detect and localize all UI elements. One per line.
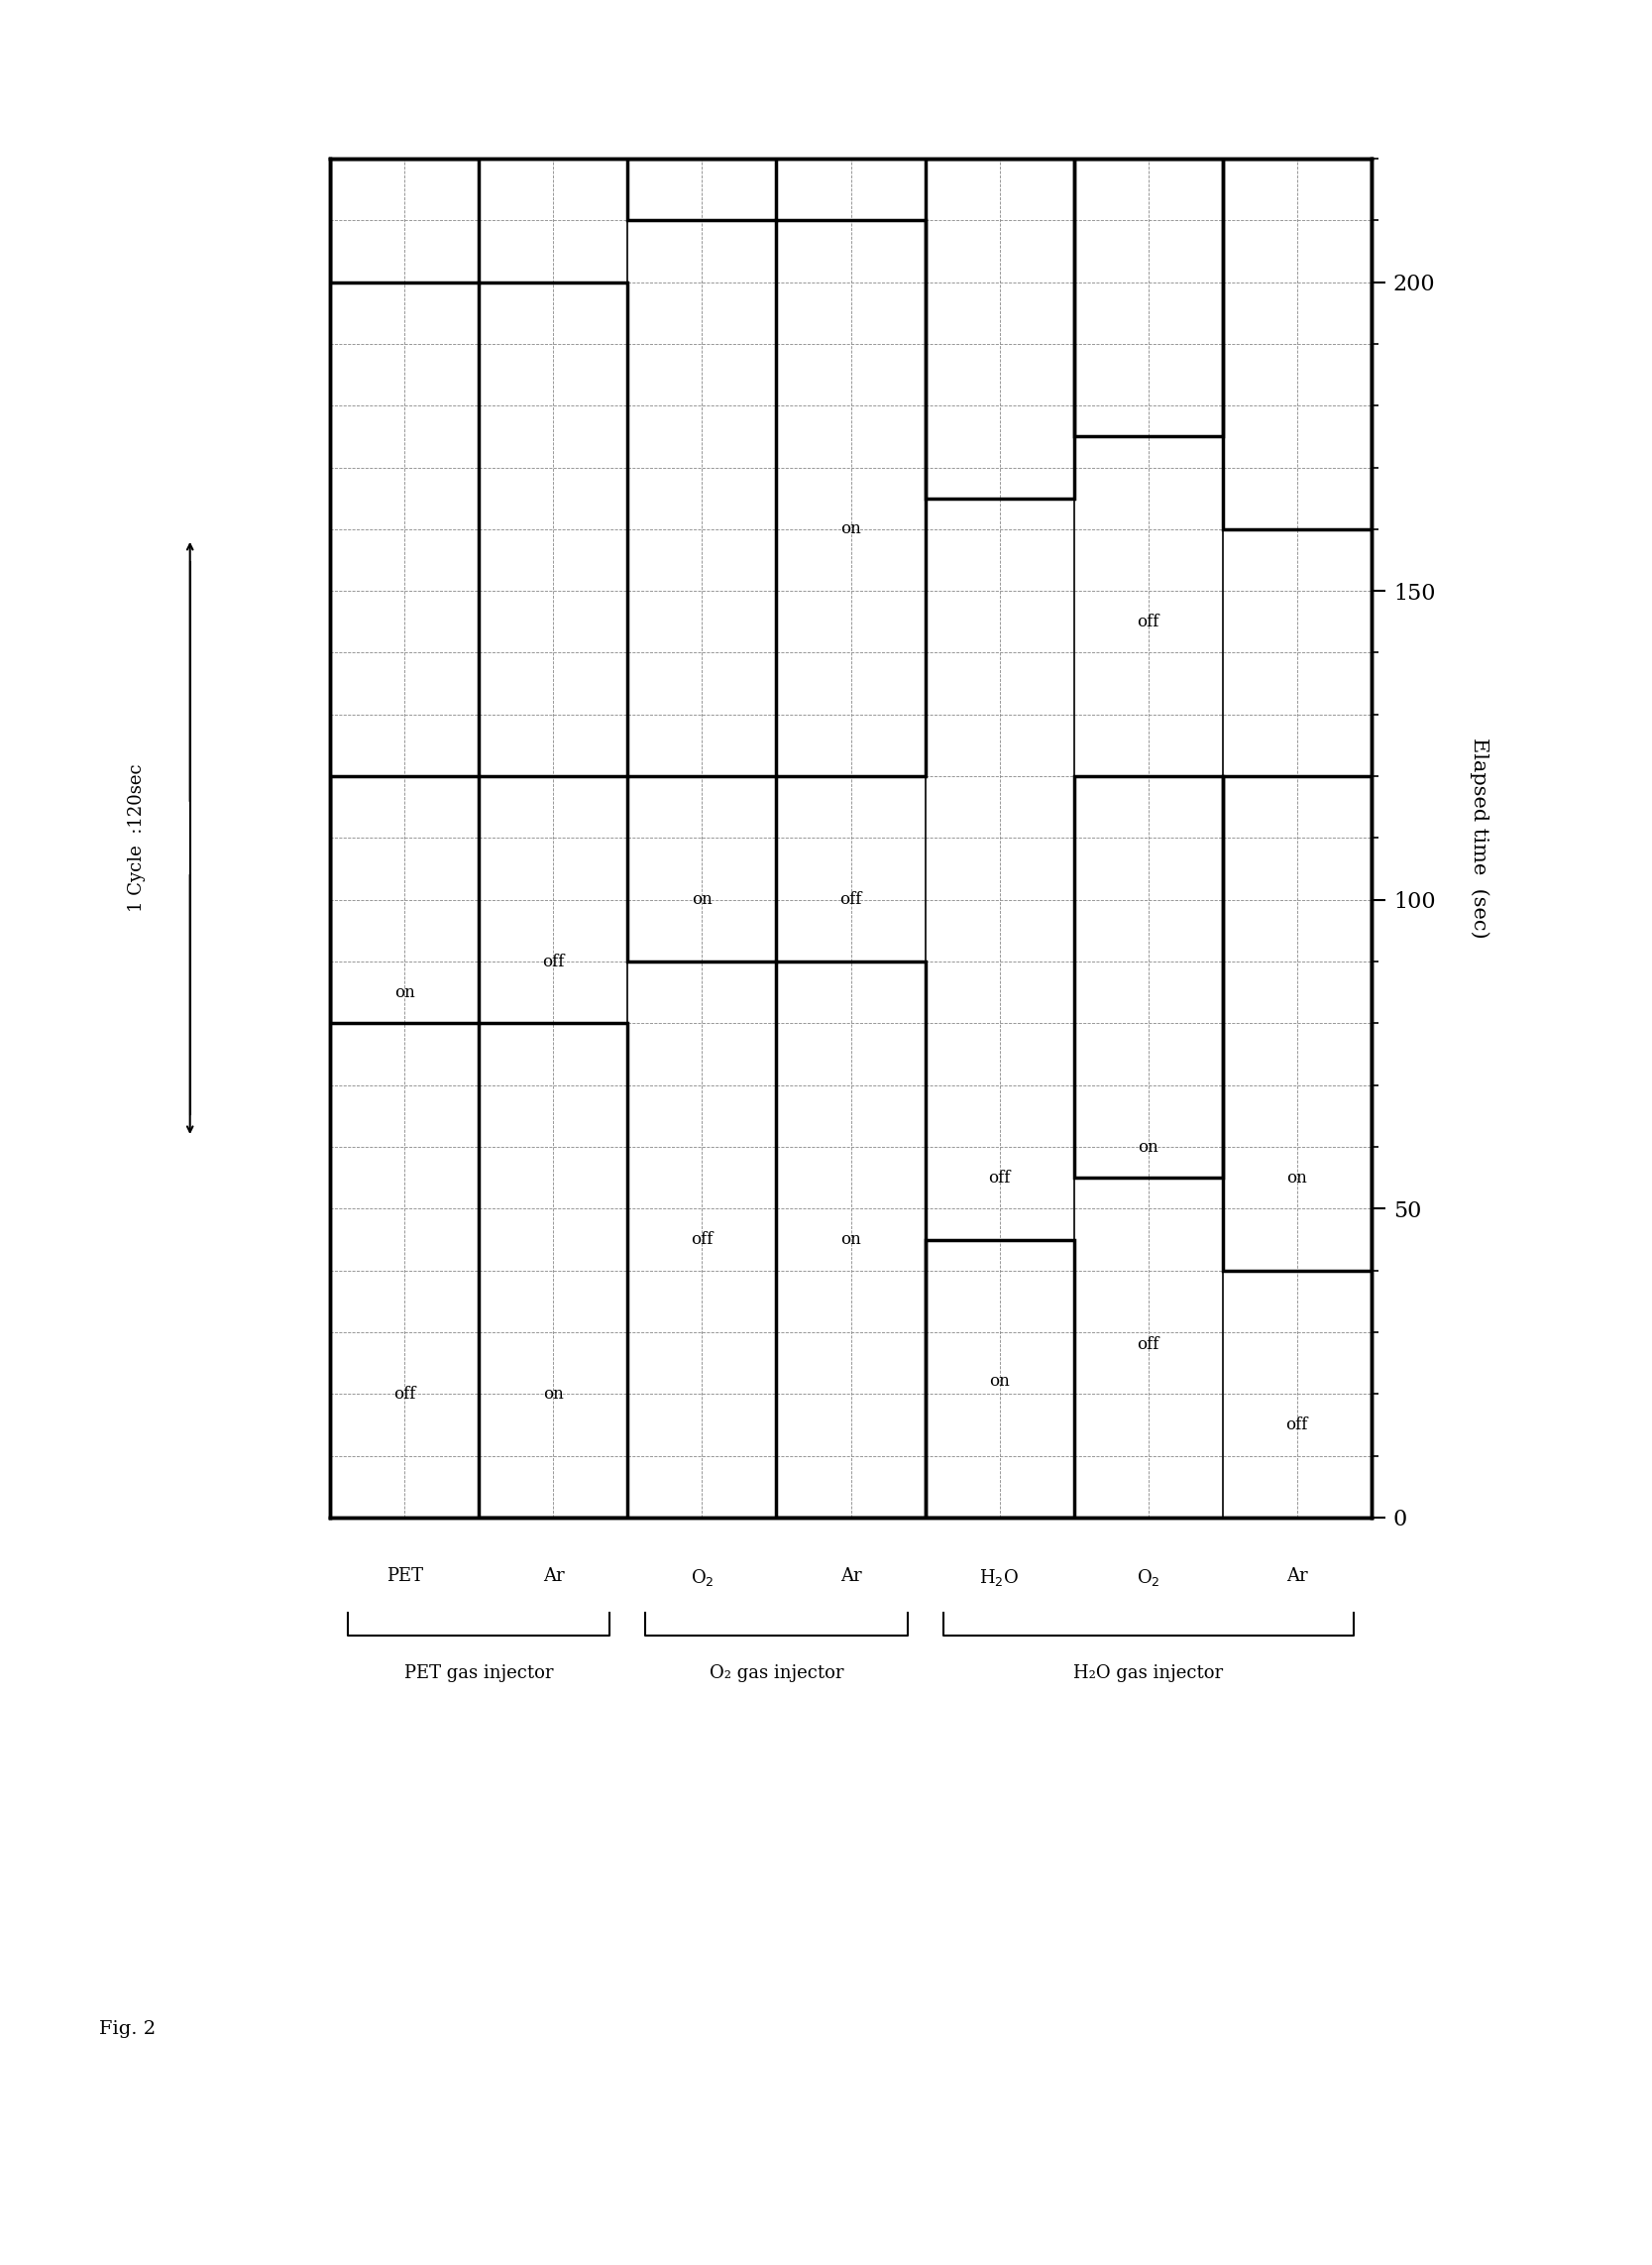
Text: off: off [988,1169,1011,1187]
Bar [479,283,628,777]
Bar [330,777,479,1024]
Text: H$_2$O: H$_2$O [980,1567,1019,1588]
Bar [1074,159,1222,437]
Bar [479,1024,628,1518]
Y-axis label: Elapsed time  (sec): Elapsed time (sec) [1470,738,1490,938]
Text: on: on [395,983,415,1001]
Text: Fig. 2: Fig. 2 [99,2020,155,2038]
Bar [628,159,776,220]
Text: off: off [1137,1336,1160,1352]
Text: on: on [1138,1139,1158,1155]
Text: PET gas injector: PET gas injector [405,1665,553,1683]
Bar [1074,777,1222,1178]
Text: on: on [841,521,861,537]
Text: Ar: Ar [544,1567,563,1585]
Text: on: on [692,892,712,908]
Text: on: on [1287,1169,1307,1187]
Bar [925,1239,1074,1518]
Text: O$_2$: O$_2$ [691,1567,714,1588]
Bar [925,159,1074,498]
Bar [776,963,925,1518]
Text: off: off [542,954,565,969]
Text: O₂ gas injector: O₂ gas injector [709,1665,844,1683]
Text: O$_2$: O$_2$ [1137,1567,1160,1588]
Bar [628,777,776,963]
Text: on: on [841,1232,861,1248]
Text: off: off [393,1386,416,1402]
Bar [776,220,925,777]
Text: off: off [839,892,862,908]
Text: off: off [691,1232,714,1248]
Bar [1222,777,1371,1271]
Text: off: off [1285,1416,1308,1434]
Text: H₂O gas injector: H₂O gas injector [1074,1665,1222,1683]
Text: on: on [990,1373,1009,1391]
Bar [1222,159,1371,530]
Text: off: off [1137,614,1160,630]
Text: on: on [544,1386,563,1402]
Bar [330,159,479,283]
Text: Ar: Ar [1287,1567,1307,1585]
Text: Ar: Ar [841,1567,861,1585]
Text: PET: PET [387,1567,423,1585]
Text: 1 Cycle  :120sec: 1 Cycle :120sec [129,763,145,913]
